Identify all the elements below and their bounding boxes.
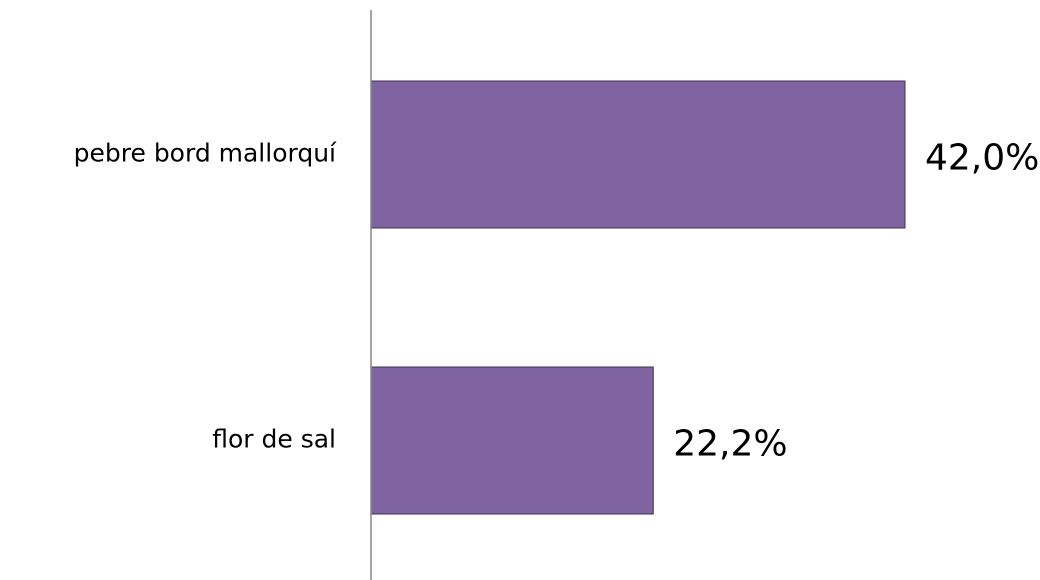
value-label: 42,0%: [925, 138, 1039, 179]
category-label: flor de sal: [212, 425, 336, 454]
bar: [370, 80, 906, 229]
category-label: pebre bord mallorquí: [74, 139, 337, 168]
bar: [370, 366, 654, 515]
value-label: 22,2%: [673, 424, 787, 465]
